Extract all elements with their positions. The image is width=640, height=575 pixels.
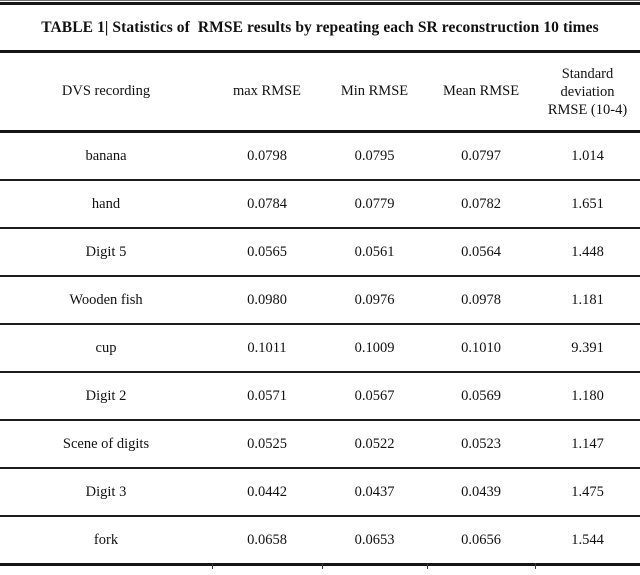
table-row-digit-2: Digit 2 0.0571 0.0567 0.0569 1.180: [0, 372, 640, 421]
cell-std-dev: 9.391: [535, 324, 640, 373]
header-row: DVS recording max RMSE Min RMSE Mean RMS…: [0, 53, 640, 133]
cell-min-rmse: 0.1009: [322, 324, 427, 373]
column-boundary-tick: [322, 563, 323, 569]
column-boundary-tick: [535, 563, 536, 569]
table-row-cup: cup 0.1011 0.1009 0.1010 9.391: [0, 324, 640, 373]
cell-max-rmse: 0.1011: [212, 324, 322, 373]
cell-mean-rmse: 0.0569: [427, 372, 535, 421]
cell-min-rmse: 0.0779: [322, 180, 427, 229]
cell-mean-rmse: 0.0656: [427, 516, 535, 566]
table-row-banana: banana 0.0798 0.0795 0.0797 1.014: [0, 131, 640, 181]
cell-recording: banana: [0, 131, 212, 181]
cell-mean-rmse: 0.0523: [427, 420, 535, 469]
column-boundary-tick: [427, 563, 428, 569]
cell-std-dev: 1.448: [535, 228, 640, 277]
cell-mean-rmse: 0.0564: [427, 228, 535, 277]
cell-min-rmse: 0.0653: [322, 516, 427, 566]
cell-std-dev: 1.014: [535, 131, 640, 181]
table-row-hand: hand 0.0784 0.0779 0.0782 1.651: [0, 180, 640, 229]
cell-max-rmse: 0.0980: [212, 276, 322, 325]
column-boundary-tick: [212, 563, 213, 569]
cell-max-rmse: 0.0571: [212, 372, 322, 421]
cell-recording: cup: [0, 324, 212, 373]
table-title: TABLE 1| Statistics of RMSE results by r…: [41, 18, 599, 36]
cell-std-dev: 1.651: [535, 180, 640, 229]
cell-std-dev: 1.544: [535, 516, 640, 566]
cell-recording: Digit 3: [0, 468, 212, 517]
cell-mean-rmse: 0.1010: [427, 324, 535, 373]
cell-min-rmse: 0.0437: [322, 468, 427, 517]
column-header-std-deviation: Standard deviation RMSE (10-4): [535, 53, 640, 133]
table-row-digit-3: Digit 3 0.0442 0.0437 0.0439 1.475: [0, 468, 640, 517]
column-header-dvs-recording: DVS recording: [0, 53, 212, 133]
table-row-scene-of-digits: Scene of digits 0.0525 0.0522 0.0523 1.1…: [0, 420, 640, 469]
table-top-rule-thin: [0, 0, 640, 1]
rmse-statistics-table: DVS recording max RMSE Min RMSE Mean RMS…: [0, 53, 640, 566]
cell-mean-rmse: 0.0439: [427, 468, 535, 517]
cell-min-rmse: 0.0567: [322, 372, 427, 421]
cell-mean-rmse: 0.0797: [427, 131, 535, 181]
cell-max-rmse: 0.0565: [212, 228, 322, 277]
table-top-rule-thick: [0, 2, 640, 5]
cell-recording: Digit 5: [0, 228, 212, 277]
column-header-mean-rmse: Mean RMSE: [427, 53, 535, 133]
column-header-max-rmse: max RMSE: [212, 53, 322, 133]
table-row-wooden-fish: Wooden fish 0.0980 0.0976 0.0978 1.181: [0, 276, 640, 325]
cell-max-rmse: 0.0798: [212, 131, 322, 181]
cell-min-rmse: 0.0522: [322, 420, 427, 469]
title-bottom-rule: [0, 50, 640, 53]
cell-mean-rmse: 0.0978: [427, 276, 535, 325]
cell-recording: Digit 2: [0, 372, 212, 421]
cell-max-rmse: 0.0442: [212, 468, 322, 517]
cell-recording: hand: [0, 180, 212, 229]
cell-min-rmse: 0.0795: [322, 131, 427, 181]
table-row-fork: fork 0.0658 0.0653 0.0656 1.544: [0, 516, 640, 566]
cell-std-dev: 1.181: [535, 276, 640, 325]
cell-max-rmse: 0.0658: [212, 516, 322, 566]
cell-std-dev: 1.180: [535, 372, 640, 421]
cell-recording: Wooden fish: [0, 276, 212, 325]
cell-recording: Scene of digits: [0, 420, 212, 469]
cell-max-rmse: 0.0784: [212, 180, 322, 229]
cell-mean-rmse: 0.0782: [427, 180, 535, 229]
cell-std-dev: 1.147: [535, 420, 640, 469]
cell-std-dev: 1.475: [535, 468, 640, 517]
cell-recording: fork: [0, 516, 212, 566]
cell-min-rmse: 0.0561: [322, 228, 427, 277]
column-header-min-rmse: Min RMSE: [322, 53, 427, 133]
cell-max-rmse: 0.0525: [212, 420, 322, 469]
cell-min-rmse: 0.0976: [322, 276, 427, 325]
table-top-rule-gap: [0, 1, 640, 2]
table-row-digit-5: Digit 5 0.0565 0.0561 0.0564 1.448: [0, 228, 640, 277]
